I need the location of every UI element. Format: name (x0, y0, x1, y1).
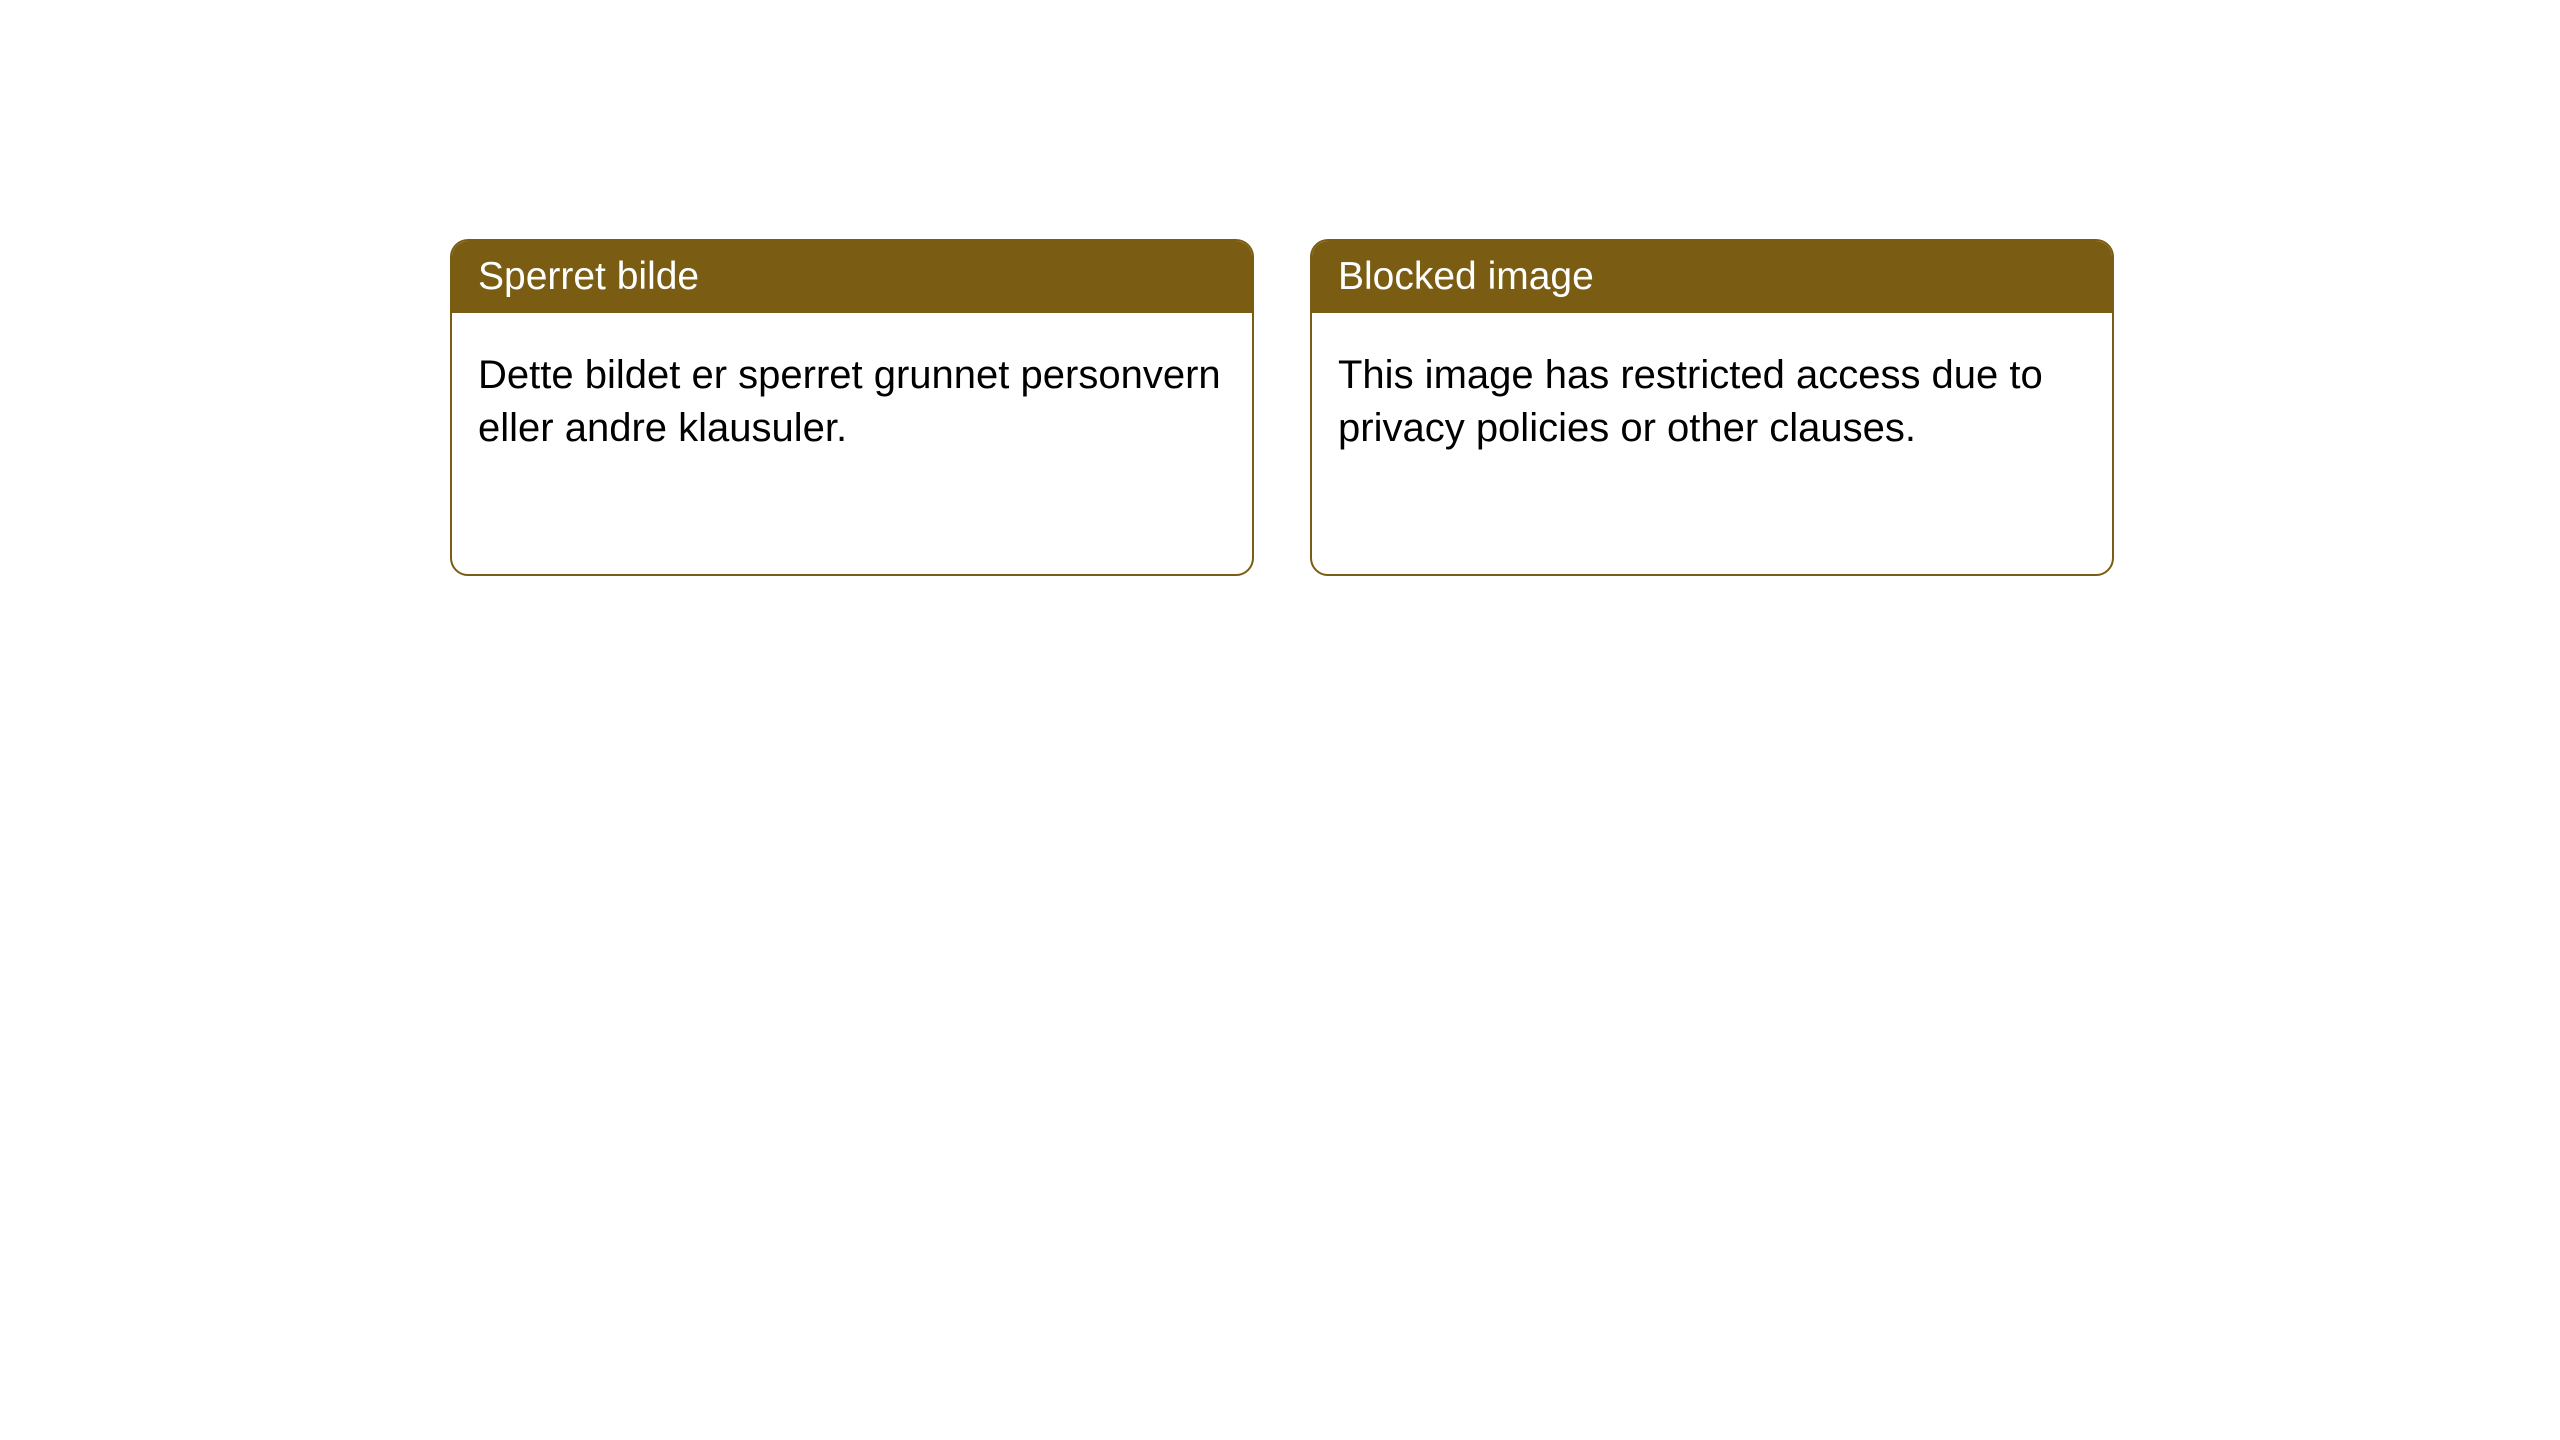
notice-cards-row: Sperret bilde Dette bildet er sperret gr… (450, 239, 2114, 576)
card-header: Blocked image (1312, 241, 2112, 313)
card-title: Blocked image (1338, 255, 1594, 298)
blocked-image-card-en: Blocked image This image has restricted … (1310, 239, 2114, 576)
card-body-text: Dette bildet er sperret grunnet personve… (478, 353, 1221, 450)
card-body: This image has restricted access due to … (1312, 313, 2112, 491)
card-header: Sperret bilde (452, 241, 1252, 313)
card-body-text: This image has restricted access due to … (1338, 353, 2043, 450)
card-title: Sperret bilde (478, 255, 699, 298)
blocked-image-card-no: Sperret bilde Dette bildet er sperret gr… (450, 239, 1254, 576)
card-body: Dette bildet er sperret grunnet personve… (452, 313, 1252, 491)
